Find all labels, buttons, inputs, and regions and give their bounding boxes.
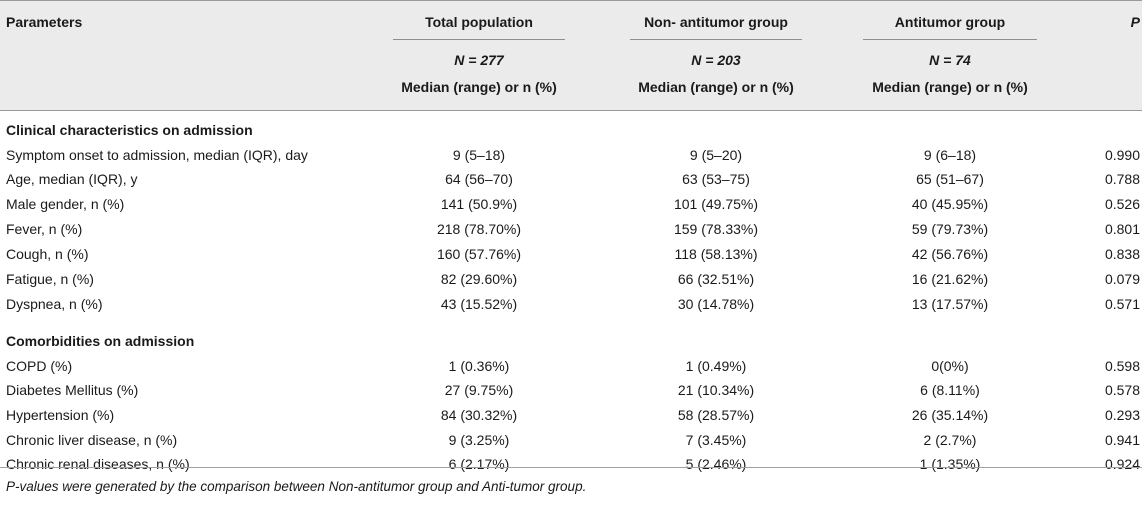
row-non-antitumor: 9 (5–20) (689, 147, 743, 163)
header-bottom-rule (0, 110, 1142, 111)
row-non-antitumor: 101 (49.75%) (673, 196, 759, 212)
total-stat-label: Median (range) or n (%) (401, 79, 557, 95)
row-p: 0.293 (1104, 407, 1140, 423)
row-param: Symptom onset to admission, median (IQR)… (6, 147, 308, 163)
row-param: Chronic renal diseases, n (%) (6, 456, 190, 472)
row-antitumor: 6 (8.11%) (920, 382, 980, 398)
row-p: 0.838 (1104, 246, 1140, 262)
row-non-antitumor: 21 (10.34%) (677, 382, 755, 398)
row-non-antitumor: 30 (14.78%) (677, 296, 755, 312)
antitumor-n: N = 74 (929, 52, 971, 68)
row-p: 0.788 (1104, 171, 1140, 187)
row-non-antitumor: 66 (32.51%) (677, 271, 755, 287)
row-antitumor: 1 (1.35%) (919, 456, 981, 472)
section-title: Comorbidities on admission (6, 333, 195, 349)
row-p: 0.924 (1104, 456, 1140, 472)
row-antitumor: 42 (56.76%) (911, 246, 989, 262)
header-antitumor: Antitumor group (894, 14, 1006, 30)
header-p: P (1130, 14, 1140, 30)
row-total: 141 (50.9%) (440, 196, 518, 212)
row-p: 0.801 (1104, 221, 1140, 237)
header-parameters: Parameters (6, 14, 83, 30)
header-band (0, 0, 1142, 110)
row-total: 9 (5–18) (452, 147, 506, 163)
row-param: Fever, n (%) (6, 221, 83, 237)
row-total: 218 (78.70%) (436, 221, 522, 237)
row-param: Hypertension (%) (6, 407, 115, 423)
table-footnote: P-values were generated by the compariso… (6, 479, 587, 494)
row-total: 160 (57.76%) (436, 246, 522, 262)
row-antitumor: 9 (6–18) (923, 147, 977, 163)
row-antitumor: 40 (45.95%) (911, 196, 989, 212)
row-antitumor: 65 (51–67) (916, 171, 984, 187)
row-p: 0.578 (1104, 382, 1140, 398)
row-total: 64 (56–70) (445, 171, 513, 187)
row-param: Diabetes Mellitus (%) (6, 382, 139, 398)
top-rule (0, 0, 1142, 1)
row-non-antitumor: 159 (78.33%) (673, 221, 759, 237)
table-bottom-rule (0, 467, 1142, 468)
header-total-population: Total population (425, 14, 533, 30)
non-antitumor-stat-label: Median (range) or n (%) (638, 79, 794, 95)
non-antitumor-n: N = 203 (691, 52, 741, 68)
row-antitumor: 2 (2.7%) (923, 432, 977, 448)
non-antitumor-underline (630, 39, 802, 40)
row-total: 6 (2.17%) (448, 456, 510, 472)
row-total: 9 (3.25%) (448, 432, 510, 448)
row-p: 0.598 (1104, 358, 1140, 374)
row-non-antitumor: 7 (3.45%) (685, 432, 747, 448)
section-title: Clinical characteristics on admission (6, 122, 253, 138)
row-non-antitumor: 118 (58.13%) (674, 246, 758, 262)
total-n: N = 277 (454, 52, 504, 68)
row-p: 0.571 (1104, 296, 1140, 312)
row-antitumor: 59 (79.73%) (911, 221, 989, 237)
row-total: 27 (9.75%) (444, 382, 514, 398)
row-non-antitumor: 1 (0.49%) (685, 358, 747, 374)
row-param: Dyspnea, n (%) (6, 296, 103, 312)
row-param: Cough, n (%) (6, 246, 89, 262)
row-param: Age, median (IQR), y (6, 171, 138, 187)
row-p: 0.941 (1104, 432, 1140, 448)
row-antitumor: 13 (17.57%) (911, 296, 989, 312)
antitumor-stat-label: Median (range) or n (%) (872, 79, 1028, 95)
row-p: 0.079 (1104, 271, 1140, 287)
row-p: 0.526 (1104, 196, 1140, 212)
total-underline (393, 39, 565, 40)
row-total: 1 (0.36%) (448, 358, 510, 374)
row-non-antitumor: 5 (2.46%) (685, 456, 747, 472)
row-antitumor: 16 (21.62%) (911, 271, 989, 287)
row-param: Male gender, n (%) (6, 196, 125, 212)
row-non-antitumor: 63 (53–75) (682, 171, 750, 187)
row-non-antitumor: 58 (28.57%) (677, 407, 755, 423)
antitumor-underline (863, 39, 1037, 40)
row-param: Fatigue, n (%) (6, 271, 94, 287)
header-non-antitumor: Non- antitumor group (644, 14, 788, 30)
row-total: 82 (29.60%) (440, 271, 518, 287)
row-antitumor: 26 (35.14%) (911, 407, 989, 423)
row-total: 84 (30.32%) (440, 407, 518, 423)
row-total: 43 (15.52%) (440, 296, 518, 312)
row-param: Chronic liver disease, n (%) (6, 432, 178, 448)
row-param: COPD (%) (6, 358, 73, 374)
row-p: 0.990 (1104, 147, 1140, 163)
row-antitumor: 0(0%) (931, 358, 969, 374)
